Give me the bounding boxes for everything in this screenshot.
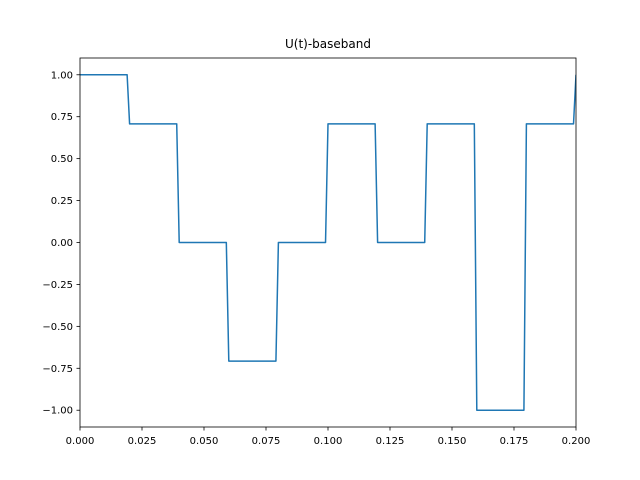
- y-tick-label: 1.00: [51, 70, 73, 81]
- y-tick-label: 0.25: [51, 196, 73, 207]
- x-tick-label: 0.025: [128, 436, 157, 447]
- x-tick-label: 0.175: [500, 436, 529, 447]
- y-tick-label: −0.75: [42, 364, 73, 375]
- y-tick-label: −1.00: [42, 406, 73, 417]
- x-tick-label: 0.000: [66, 436, 95, 447]
- x-tick-label: 0.075: [252, 436, 281, 447]
- x-tick-label: 0.200: [562, 436, 591, 447]
- y-tick-label: 0.00: [51, 238, 73, 249]
- x-tick-label: 0.125: [376, 436, 405, 447]
- y-tick-label: −0.50: [42, 322, 73, 333]
- plot-frame: [79, 57, 577, 428]
- y-tick-label: 0.75: [51, 112, 73, 123]
- x-tick-label: 0.150: [438, 436, 467, 447]
- x-tick-label: 0.100: [314, 436, 343, 447]
- series-line-0: [80, 74, 576, 411]
- x-tick-label: 0.050: [190, 436, 219, 447]
- chart-title: U(t)-baseband: [285, 37, 371, 51]
- y-tick-label: 0.50: [51, 154, 73, 165]
- y-tick-label: −0.25: [42, 280, 73, 291]
